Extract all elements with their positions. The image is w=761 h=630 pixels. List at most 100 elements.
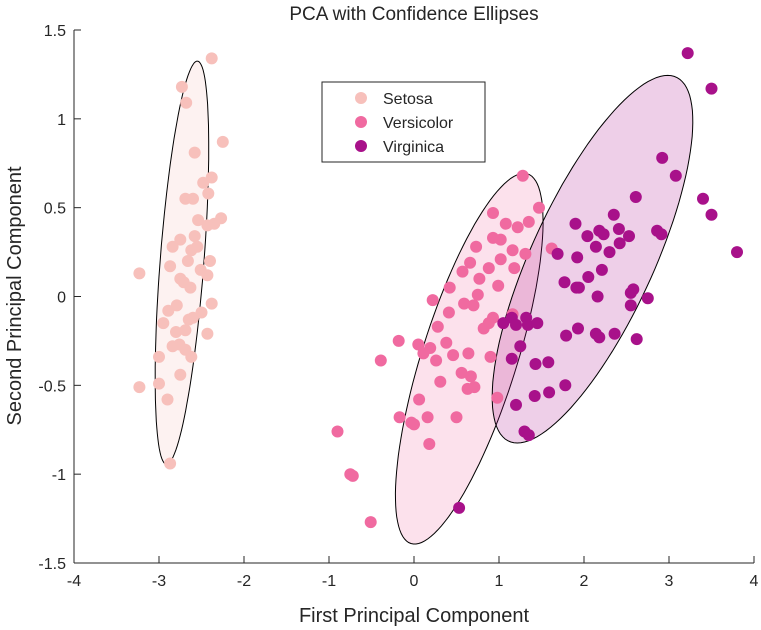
data-point-versicolor xyxy=(426,294,439,307)
data-point-versicolor xyxy=(417,347,430,360)
data-point-versicolor xyxy=(467,299,480,312)
data-point-versicolor xyxy=(473,272,486,285)
x-axis-label: First Principal Component xyxy=(299,605,530,627)
data-point-virginica xyxy=(603,246,616,259)
data-point-versicolor xyxy=(374,354,387,367)
data-point-virginica xyxy=(697,192,709,205)
data-point-versicolor xyxy=(434,375,447,388)
data-point-virginica xyxy=(595,263,608,276)
data-point-versicolor xyxy=(492,279,505,292)
data-point-versicolor xyxy=(456,265,469,278)
data-point-setosa xyxy=(153,377,165,390)
data-point-virginica xyxy=(551,247,564,260)
data-point-versicolor xyxy=(484,350,497,363)
data-point-virginica xyxy=(613,237,626,250)
legend-box xyxy=(321,81,486,163)
data-point-setosa xyxy=(205,52,218,65)
y-tick-label: -1 xyxy=(52,467,66,484)
x-tick-label: 1 xyxy=(495,573,504,590)
data-point-setosa xyxy=(187,192,199,205)
x-tick-label: 0 xyxy=(410,573,419,590)
data-point-versicolor xyxy=(331,425,344,438)
data-point-setosa xyxy=(161,393,174,406)
data-point-versicolor xyxy=(393,411,406,424)
data-point-setosa xyxy=(180,96,193,109)
data-point-virginica xyxy=(510,398,522,411)
data-point-versicolor xyxy=(470,240,483,253)
data-point-setosa xyxy=(166,340,179,353)
x-tick-label: 4 xyxy=(750,573,759,590)
legend-marker-versicolor xyxy=(355,116,367,128)
legend-marker-virginica xyxy=(355,140,367,152)
data-point-virginica xyxy=(623,230,635,243)
data-point-virginica xyxy=(593,331,606,344)
y-axis-label: Second Principal Component xyxy=(4,166,26,425)
data-point-versicolor xyxy=(508,262,521,275)
data-point-versicolor xyxy=(491,391,504,404)
data-point-virginica xyxy=(542,356,555,369)
y-tick-label: 0 xyxy=(57,290,66,307)
data-point-setosa xyxy=(166,240,179,253)
data-point-virginica xyxy=(571,251,584,264)
data-point-virginica xyxy=(629,191,642,203)
data-point-versicolor xyxy=(522,215,535,228)
data-point-virginica xyxy=(569,217,582,230)
data-point-setosa xyxy=(175,80,188,93)
data-point-versicolor xyxy=(462,347,475,360)
data-point-virginica xyxy=(505,352,518,365)
data-point-virginica xyxy=(641,292,654,305)
data-point-setosa xyxy=(170,326,182,338)
data-point-versicolor xyxy=(413,393,426,406)
data-point-virginica xyxy=(572,322,584,335)
data-point-virginica xyxy=(528,390,541,402)
data-point-setosa xyxy=(153,350,165,363)
data-point-versicolor xyxy=(464,370,477,383)
data-point-virginica xyxy=(510,318,522,331)
data-point-setosa xyxy=(185,244,198,257)
data-point-virginica xyxy=(497,317,510,330)
data-point-versicolor xyxy=(423,438,436,450)
data-point-setosa xyxy=(164,260,177,273)
data-point-versicolor xyxy=(455,366,468,379)
scatter-points xyxy=(133,47,743,529)
data-point-virginica xyxy=(522,429,535,442)
data-point-versicolor xyxy=(471,288,484,301)
data-point-virginica xyxy=(655,228,668,241)
data-point-virginica xyxy=(558,276,571,289)
data-point-virginica xyxy=(705,208,718,221)
data-point-setosa xyxy=(201,219,214,232)
data-point-versicolor xyxy=(533,201,545,214)
data-point-setosa xyxy=(164,457,177,470)
data-point-setosa xyxy=(174,233,187,246)
x-tick-label: -3 xyxy=(152,573,166,590)
data-point-versicolor xyxy=(392,334,405,347)
data-point-versicolor xyxy=(440,336,453,349)
data-point-virginica xyxy=(521,318,534,331)
data-point-setosa xyxy=(182,313,195,326)
data-point-virginica xyxy=(570,281,583,294)
data-point-versicolor xyxy=(346,469,359,482)
data-point-virginica xyxy=(624,286,637,299)
data-point-virginica xyxy=(560,329,573,342)
data-point-virginica xyxy=(589,240,602,253)
data-point-setosa xyxy=(157,317,170,330)
data-point-setosa xyxy=(201,269,214,282)
data-point-setosa xyxy=(162,304,175,317)
data-point-setosa xyxy=(188,230,201,243)
data-point-setosa xyxy=(133,267,146,280)
data-point-versicolor xyxy=(458,297,471,310)
data-point-setosa xyxy=(184,281,197,294)
y-tick-label: 0.5 xyxy=(44,201,66,218)
data-point-virginica xyxy=(582,271,595,283)
data-point-setosa xyxy=(204,255,216,267)
data-point-versicolor xyxy=(516,169,529,182)
y-tick-label: 1.5 xyxy=(44,23,66,40)
data-point-virginica xyxy=(607,208,620,221)
data-point-virginica xyxy=(531,317,544,330)
legend-label-virginica: Virginica xyxy=(383,139,444,156)
data-point-versicolor xyxy=(477,322,490,335)
data-point-versicolor xyxy=(464,256,477,269)
data-point-versicolor xyxy=(430,354,443,367)
data-point-versicolor xyxy=(487,207,499,219)
